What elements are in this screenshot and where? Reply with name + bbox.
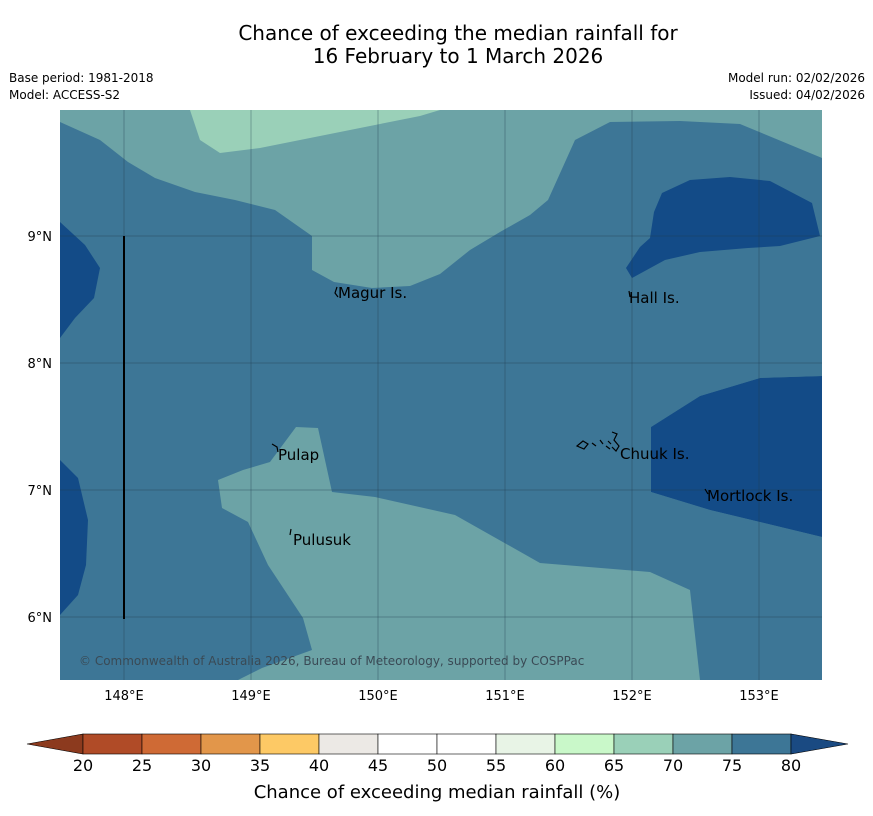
meta-left: Base period: 1981-2018 Model: ACCESS-S2 xyxy=(9,70,154,104)
colorbar-segment xyxy=(672,733,733,755)
colorbar-labels: 20 25 30 35 40 45 50 55 60 65 70 75 80 xyxy=(73,756,801,775)
colorbar-segment xyxy=(318,733,379,755)
island-pulusuk-mark xyxy=(289,528,292,536)
colorbar-segment xyxy=(200,733,261,755)
zone-80-right-mid xyxy=(651,376,822,537)
colorbar-tick-label: 55 xyxy=(486,756,506,775)
title-line-1: Chance of exceeding the median rainfall … xyxy=(238,21,678,45)
island-mortlock-mark xyxy=(704,488,709,495)
colorbar-tick-label: 30 xyxy=(191,756,211,775)
title-line-2: 16 February to 1 March 2026 xyxy=(312,44,604,68)
colorbar-segment xyxy=(259,733,320,755)
lat-label-7: 7°N xyxy=(28,484,53,499)
colorbar-segment xyxy=(554,733,615,755)
colorbar-title: Chance of exceeding median rainfall (%) xyxy=(254,782,621,803)
colorbar-tick-label: 70 xyxy=(663,756,683,775)
colorbar-tick-label: 65 xyxy=(604,756,624,775)
place-chuuk: Chuuk Is. xyxy=(620,445,689,463)
colorbar xyxy=(26,733,849,755)
zone-80-left-bottom xyxy=(60,460,88,615)
colorbar-tick-label: 80 xyxy=(781,756,801,775)
model-name: Model: ACCESS-S2 xyxy=(9,88,121,102)
lon-label-149: 149°E xyxy=(231,689,271,704)
place-pulusuk: Pulusuk xyxy=(293,531,351,549)
islands xyxy=(271,286,709,536)
colorbar-extend-low xyxy=(26,733,84,755)
colorbar-segment xyxy=(377,733,438,755)
graticule xyxy=(60,110,822,680)
colorbar-segment xyxy=(82,733,143,755)
colorbar-segment xyxy=(613,733,674,755)
lat-label-8: 8°N xyxy=(28,357,53,372)
colorbar-segment xyxy=(436,733,497,755)
colorbar-extend-high xyxy=(790,733,849,755)
place-mortlock: Mortlock Is. xyxy=(707,487,793,505)
colorbar-segment xyxy=(141,733,202,755)
lon-label-153: 153°E xyxy=(739,689,779,704)
zone-65-70 xyxy=(190,110,440,153)
copyright-credit: © Commonwealth of Australia 2026, Bureau… xyxy=(79,654,584,668)
island-pulap-mark xyxy=(271,443,279,453)
meta-right: Model run: 02/02/2026 Issued: 04/02/2026 xyxy=(728,70,865,104)
lat-label-6: 6°N xyxy=(28,611,53,626)
island-chuuk-lagoon xyxy=(575,431,620,452)
zone-75-80 xyxy=(60,110,822,680)
zone-80-top-right xyxy=(626,177,820,278)
colorbar-segment xyxy=(495,733,556,755)
colorbar-tick-label: 60 xyxy=(545,756,565,775)
zone-80-left-top xyxy=(60,222,100,338)
colorbar-tick-label: 20 xyxy=(73,756,93,775)
colorbar-tick-label: 40 xyxy=(309,756,329,775)
lat-label-9: 9°N xyxy=(28,230,53,245)
island-magur-mark xyxy=(334,286,339,298)
place-hall: Hall Is. xyxy=(629,289,680,307)
colorbar-tick-label: 50 xyxy=(427,756,447,775)
place-magur: Magur Is. xyxy=(338,284,407,302)
base-period: Base period: 1981-2018 xyxy=(9,71,154,85)
model-run: Model run: 02/02/2026 xyxy=(727,71,865,85)
colorbar-tick-label: 75 xyxy=(722,756,742,775)
colorbar-tick-label: 25 xyxy=(132,756,152,775)
place-pulap: Pulap xyxy=(278,446,319,464)
colorbar-tick-label: 35 xyxy=(250,756,270,775)
lon-label-150: 150°E xyxy=(358,689,398,704)
colorbar-segment xyxy=(731,733,792,755)
lon-label-152: 152°E xyxy=(612,689,652,704)
lon-label-151: 151°E xyxy=(485,689,525,704)
lon-axis-labels: 148°E 149°E 150°E 151°E 152°E 153°E xyxy=(104,689,779,704)
map-title: Chance of exceeding the median rainfall … xyxy=(0,22,873,68)
issued-date: Issued: 04/02/2026 xyxy=(749,88,865,102)
rainfall-map: Magur Is. Hall Is. Pulap Chuuk Is. Mortl… xyxy=(60,110,822,680)
lat-axis-labels: 9°N 8°N 7°N 6°N xyxy=(28,230,53,626)
island-hall-mark xyxy=(628,290,631,298)
lon-label-148: 148°E xyxy=(104,689,144,704)
colorbar-tick-label: 45 xyxy=(368,756,388,775)
